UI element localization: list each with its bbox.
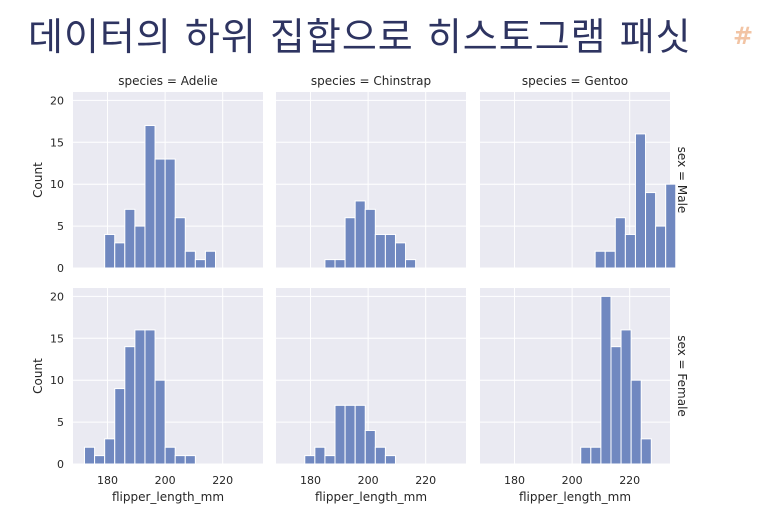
x-tick-label: 220 <box>212 474 233 487</box>
histogram-bar <box>104 438 116 465</box>
histogram-bar <box>645 192 657 269</box>
histogram-bar <box>374 233 386 269</box>
x-tick-label: 200 <box>358 474 379 487</box>
histogram-bar <box>144 125 156 269</box>
histogram-bar <box>154 158 166 269</box>
column-facet-title: species = Chinstrap <box>311 74 431 88</box>
histogram-bar <box>324 455 336 465</box>
y-tick-label: 10 <box>50 374 64 387</box>
x-tick-label: 200 <box>155 474 176 487</box>
y-tick-label: 15 <box>50 332 64 345</box>
histogram-bar <box>324 259 336 269</box>
histogram-bar <box>354 200 366 269</box>
histogram-bar <box>164 446 176 465</box>
histogram-bar <box>344 404 356 465</box>
panel-male-chinstrap <box>276 92 466 269</box>
histogram-bar <box>614 217 626 269</box>
histogram-bar <box>344 217 356 269</box>
histogram-bar <box>114 242 126 269</box>
page-title: 데이터의 하위 집합으로 히스토그램 패싯 <box>28 15 692 59</box>
histogram-bar <box>174 455 186 465</box>
histogram-bar <box>580 446 592 465</box>
histogram-bar <box>124 208 136 269</box>
x-tick-label: 180 <box>504 474 525 487</box>
histogram-bar <box>104 233 116 269</box>
x-axis-label: flipper_length_mm <box>519 490 631 504</box>
histogram-bar <box>655 225 667 269</box>
x-axis-label: flipper_length_mm <box>112 490 224 504</box>
x-tick-label: 180 <box>97 474 118 487</box>
histogram-bar <box>164 158 176 269</box>
panel-male-adelie <box>73 92 263 269</box>
histogram-bar <box>184 455 196 465</box>
histogram-bar <box>405 259 417 269</box>
histogram-bar <box>594 250 606 269</box>
histogram-bar <box>364 429 376 465</box>
y-tick-label: 15 <box>50 136 64 149</box>
panel-female-adelie <box>73 288 263 465</box>
histogram-bar <box>394 242 407 269</box>
column-facet-title: species = Adelie <box>118 74 218 88</box>
histogram-bar <box>114 388 126 465</box>
histogram-bar <box>194 259 206 269</box>
histogram-bar <box>665 183 677 269</box>
y-tick-label: 20 <box>50 290 64 303</box>
histogram-bar <box>134 329 146 465</box>
x-tick-label: 180 <box>300 474 321 487</box>
histogram-bar <box>374 446 386 465</box>
histogram-bar <box>630 379 642 465</box>
x-tick-label: 220 <box>415 474 436 487</box>
histogram-bar <box>384 455 396 465</box>
histogram-bar <box>134 225 146 269</box>
histogram-bar <box>144 329 156 465</box>
histogram-bar <box>604 250 616 269</box>
histogram-bar <box>334 404 346 465</box>
panel-male-gentoo <box>480 92 677 269</box>
panel-female-chinstrap <box>276 288 466 465</box>
y-tick-label: 10 <box>50 178 64 191</box>
histogram-bar <box>314 446 326 465</box>
histogram-bar <box>124 346 136 465</box>
histogram-bar <box>620 329 632 465</box>
histogram-bar <box>600 295 612 465</box>
histogram-bar <box>610 346 622 465</box>
histogram-bar <box>94 455 106 465</box>
y-axis-label: Count <box>31 358 45 394</box>
y-tick-label: 20 <box>50 94 64 107</box>
histogram-bar <box>384 233 396 269</box>
histogram-bar <box>304 455 316 465</box>
histogram-bar <box>204 250 216 269</box>
histogram-bar <box>334 259 346 269</box>
histogram-bar <box>154 379 166 465</box>
y-tick-label: 0 <box>57 458 64 471</box>
x-tick-label: 220 <box>619 474 640 487</box>
x-axis-label: flipper_length_mm <box>315 490 427 504</box>
header-anchor-link[interactable]: # <box>733 22 754 50</box>
y-tick-label: 5 <box>57 416 64 429</box>
histogram-bar <box>174 217 186 269</box>
histogram-bar <box>84 446 96 465</box>
column-facet-title: species = Gentoo <box>522 74 628 88</box>
histogram-bar <box>624 233 636 269</box>
histogram-bar <box>184 250 196 269</box>
row-facet-title: sex = Female <box>675 335 689 417</box>
x-tick-label: 200 <box>562 474 583 487</box>
y-tick-label: 0 <box>57 262 64 275</box>
histogram-bar <box>364 208 376 269</box>
histogram-bar <box>640 438 652 465</box>
y-axis-label: Count <box>31 162 45 198</box>
histogram-bar <box>634 133 647 269</box>
row-facet-title: sex = Male <box>675 147 689 214</box>
histogram-bar <box>590 446 602 465</box>
panel-background <box>73 288 263 464</box>
histogram-bar <box>354 404 366 465</box>
panel-female-gentoo <box>480 288 670 465</box>
y-tick-label: 5 <box>57 220 64 233</box>
